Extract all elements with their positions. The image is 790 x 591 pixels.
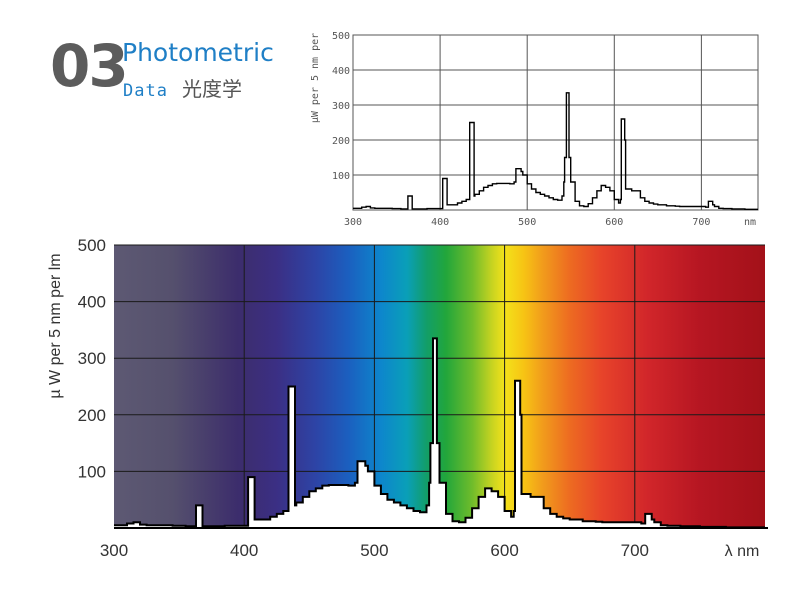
main-x-axis-label: λ nm — [725, 543, 760, 560]
section-subtitle: Data 光度学 — [123, 73, 242, 102]
small-y-tick-label: 300 — [332, 101, 350, 112]
main-y-tick-label: 100 — [78, 462, 106, 481]
small-y-axis-label: µW per 5 nm per — [310, 33, 321, 123]
small-x-axis-label: nm — [744, 217, 756, 228]
section-title: Photometric — [122, 38, 274, 67]
main-x-tick-label: 500 — [360, 541, 388, 560]
main-spectrum-fill — [114, 338, 765, 528]
section-subtitle-cn: 光度学 — [181, 77, 242, 101]
small-spectrum-line — [353, 92, 758, 210]
small-x-tick-label: 700 — [692, 217, 710, 228]
small-x-tick-label: 300 — [344, 217, 362, 228]
small-y-tick-label: 200 — [332, 136, 350, 147]
main-x-tick-label: 400 — [230, 541, 258, 560]
main-y-axis-label: µ W per 5 nm per lm — [47, 253, 64, 398]
main-y-tick-label: 400 — [78, 293, 106, 312]
main-y-tick-label: 300 — [78, 349, 106, 368]
small-x-tick-label: 600 — [605, 217, 623, 228]
main-x-tick-label: 600 — [490, 541, 518, 560]
small-y-tick-label: 500 — [332, 31, 350, 42]
small-y-tick-label: 100 — [332, 171, 350, 182]
section-subtitle-en: Data — [123, 81, 168, 101]
main-y-tick-label: 200 — [78, 406, 106, 425]
main-spectrum-line — [114, 337, 765, 529]
main-y-tick-label: 500 — [78, 236, 106, 255]
small-x-tick-label: 500 — [518, 217, 536, 228]
section-number: 03 — [50, 32, 129, 100]
small-y-tick-label: 400 — [332, 66, 350, 77]
small-x-tick-label: 400 — [431, 217, 449, 228]
main-x-tick-label: 700 — [621, 541, 649, 560]
main-x-tick-label: 300 — [100, 541, 128, 560]
small-plot-frame — [352, 34, 759, 211]
